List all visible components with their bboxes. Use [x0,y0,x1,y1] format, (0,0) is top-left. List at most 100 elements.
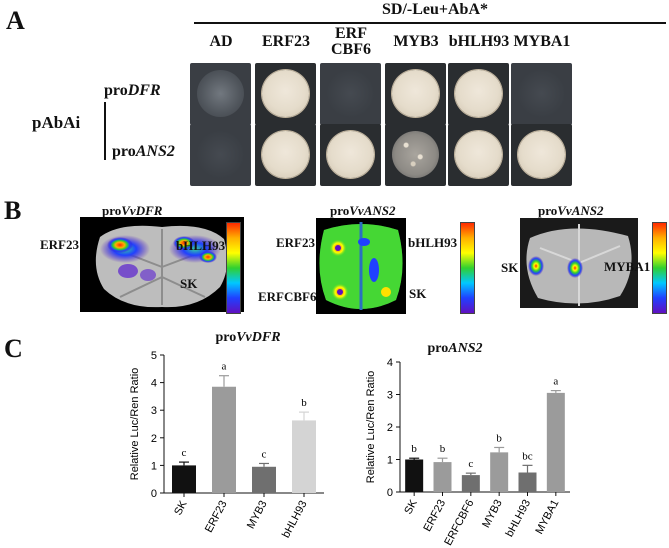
bar-myb3 [252,466,276,493]
medium-label: SD/-Leu+AbA* [381,1,489,18]
yeast-colony [197,131,244,178]
x-tick-label: SK [402,497,420,516]
luc-2-colorbar [460,222,475,314]
yeast-colony [327,70,374,117]
column-header-2: ERF CBF6 [331,25,371,58]
bar-bhlh93 [292,420,316,493]
x-tick-label: ERF23 [421,498,448,534]
x-tick-label: MYBA1 [533,498,561,537]
panel-c-letter: C [4,334,23,363]
chart-2-ans2: 0 1 2 3 4 Relative Luc/Ren Ratio b SK b ERF23 c ERF… [365,357,570,548]
x-tick-label: ERF23 [203,499,230,535]
bar-sk [172,465,196,493]
luc-1-label-sk: SK [180,276,198,291]
y-tick-label: 5 [151,350,157,362]
chart-2-title: proANS2 [427,341,483,356]
luc-image-1 [80,217,244,312]
y-tick-label: 3 [387,390,393,402]
significance-label: c [182,447,187,459]
luc-image-1-title: proVvDFR [102,203,163,218]
luc-3-colorbar [652,222,667,314]
significance-label: a [222,361,227,373]
y-axis-label: Relative Luc/Ren Ratio [129,368,141,481]
x-tick-label: MYB3 [480,498,505,530]
y-tick-label: 1 [387,455,393,467]
x-tick-label: ERFCBF6 [442,498,476,548]
y-tick-label: 0 [151,488,157,500]
leaf-2-graphic [319,222,403,310]
yeast-colony [455,70,502,117]
plate-tile-r0-c3 [385,63,446,125]
significance-label: a [553,376,558,388]
column-header-1: ERF23 [262,33,310,50]
yeast-colony [197,70,244,117]
chart-1-vvdfr: 0 1 2 3 4 5 Relative Luc/Ren Ratio c SK a ERF23 c MY… [129,350,324,540]
significance-label: b [496,432,502,444]
luc-3-label-myba1: MYBA1 [604,259,651,274]
x-tick-label: MYB3 [245,499,270,531]
bar-sk [405,459,424,492]
column-header-3: MYB3 [393,33,439,50]
plate-tile-r1-c4 [448,124,509,186]
bar-myba1 [546,392,565,492]
luc-2-label-erf23: ERF23 [276,235,315,250]
y-tick-label: 4 [387,357,393,369]
significance-label: c [468,458,473,470]
luc-1-label-bhlh93: bHLH93 [176,238,226,253]
y-tick-label: 2 [151,433,157,445]
column-header-0: AD [209,33,233,50]
x-tick-label: SK [172,498,190,517]
bait-group-label: pAbAi [32,113,81,132]
yeast-colony [392,131,439,178]
luc-2-label-bhlh93: bHLH93 [408,235,458,250]
bar-erf23 [433,462,452,492]
yeast-colony [455,131,502,178]
yeast-colony [518,131,565,178]
luc-3-label-sk: SK [501,260,519,275]
significance-label: b [301,397,307,409]
yeast-colony [518,70,565,117]
plate-tile-r1-c1 [255,124,316,186]
luc-1-label-erf23: ERF23 [40,237,79,252]
luc-1-colorbar [226,222,241,314]
plate-tile-r0-c4 [448,63,509,125]
luc-image-3 [520,218,638,308]
row-label-ans2: proANS2 [112,143,175,160]
x-tick-label: bHLH93 [504,498,534,539]
panel-a-letter: A [6,6,25,35]
significance-label: b [411,443,417,455]
plate-tile-r1-c2 [320,124,381,186]
column-header-4: bHLH93 [448,33,510,50]
luc-2-label-erfcbf6: ERFCBF6 [258,289,317,304]
y-axis-label: Relative Luc/Ren Ratio [365,371,377,484]
panel-b-letter: B [4,196,22,225]
bar-erf23 [212,386,236,493]
luc-image-3-title: proVvANS2 [538,203,604,218]
x-tick-label: bHLH93 [280,499,310,540]
chart-1-title: proVvDFR [215,330,281,345]
luc-2-label-sk: SK [409,286,427,301]
y-tick-label: 0 [387,487,393,499]
medium-underline [194,22,666,24]
y-tick-label: 2 [387,422,393,434]
column-header-5: MYBA1 [513,33,571,50]
leaf-3-graphic [526,224,632,306]
yeast-colony [327,131,374,178]
y-tick-label: 4 [151,378,157,390]
plate-tile-r1-c3 [385,124,446,186]
leaf-1-graphic [95,225,228,308]
yeast-colony [392,70,439,117]
plate-tile-r1-c5 [511,124,572,186]
plate-tile-r0-c2 [320,63,381,125]
plate-tile-r1-c0 [190,124,251,186]
y-tick-label: 3 [151,405,157,417]
yeast-colony [262,131,309,178]
significance-label: bc [522,450,533,462]
luc-image-2-title: proVvANS2 [330,203,396,218]
significance-label: b [440,443,446,455]
luc-image-2 [316,218,406,314]
bar-bhlh93 [518,472,537,492]
bar-erfcbf6 [461,475,480,492]
y-tick-label: 1 [151,460,157,472]
plate-tile-r0-c5 [511,63,572,125]
